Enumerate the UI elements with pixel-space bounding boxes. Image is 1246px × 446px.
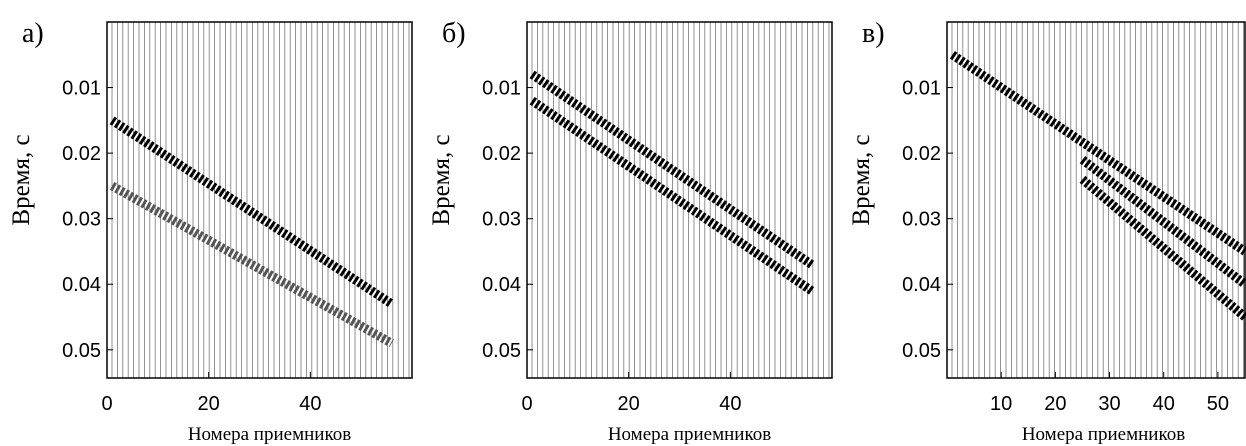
x-tick-label: 20: [198, 393, 220, 415]
plot-frame: [526, 21, 833, 379]
y-axis-label: Время, с: [428, 134, 455, 225]
y-tick-label: 0.04: [482, 274, 521, 296]
x-tick-label: 40: [719, 393, 741, 415]
y-axis-label: Время, с: [848, 134, 875, 225]
panel-label: в): [862, 18, 885, 49]
y-tick-label: 0.01: [62, 78, 101, 100]
x-tick-label: 20: [1044, 393, 1066, 415]
y-tick-label: 0.04: [62, 274, 101, 296]
panel-label: а): [22, 18, 44, 49]
plot-frame: [106, 21, 413, 379]
y-tick-label: 0.01: [902, 78, 941, 100]
wave-event: [949, 51, 1246, 256]
wave-event: [1079, 175, 1246, 321]
x-tick-label: 30: [1098, 393, 1120, 415]
x-axis-label: Номера приемников: [1022, 424, 1185, 445]
wave-event: [109, 181, 394, 348]
y-tick-label: 0.03: [902, 209, 941, 231]
x-tick-label: 20: [618, 393, 640, 415]
panel-label: б): [442, 18, 466, 49]
wave-event: [109, 116, 395, 308]
y-tick-label: 0.02: [62, 143, 101, 165]
wave-event: [1079, 156, 1246, 288]
y-tick-label: 0.03: [482, 209, 521, 231]
y-tick-label: 0.05: [62, 340, 101, 362]
x-tick-label: 0: [521, 393, 532, 415]
y-tick-label: 0.05: [482, 340, 521, 362]
x-axis-label: Номера приемников: [608, 424, 771, 445]
x-tick-label: 0: [101, 393, 112, 415]
y-tick-label: 0.04: [902, 274, 941, 296]
wave-event: [529, 70, 815, 269]
y-tick-label: 0.02: [482, 143, 521, 165]
x-tick-label: 10: [990, 393, 1012, 415]
plot-frame: [946, 21, 1246, 379]
y-axis-label: Время, с: [8, 134, 35, 225]
y-tick-label: 0.05: [902, 340, 941, 362]
x-tick-label: 40: [1153, 393, 1175, 415]
x-tick-label: 50: [1207, 393, 1229, 415]
y-tick-label: 0.02: [902, 143, 941, 165]
y-tick-label: 0.01: [482, 78, 521, 100]
y-tick-label: 0.03: [62, 209, 101, 231]
x-tick-label: 40: [299, 393, 321, 415]
x-axis-label: Номера приемников: [188, 424, 351, 445]
wave-event: [529, 96, 815, 295]
